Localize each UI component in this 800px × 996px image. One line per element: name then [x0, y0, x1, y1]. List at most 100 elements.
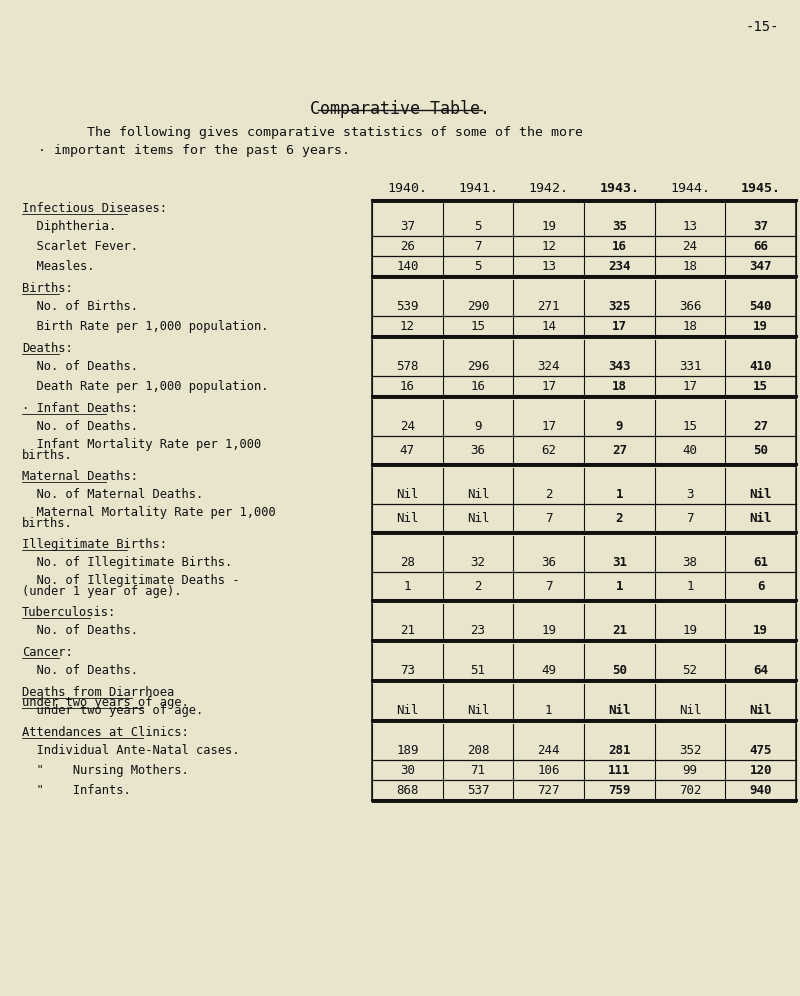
Text: 537: 537 — [466, 784, 490, 797]
Text: 120: 120 — [750, 764, 772, 777]
Text: 7: 7 — [686, 512, 694, 525]
Text: 940: 940 — [750, 784, 772, 797]
Text: Nil: Nil — [608, 703, 630, 716]
Text: 19: 19 — [541, 219, 556, 232]
Text: 6: 6 — [757, 580, 765, 593]
Text: · important items for the past 6 years.: · important items for the past 6 years. — [38, 144, 350, 157]
Text: "    Nursing Mothers.: " Nursing Mothers. — [22, 764, 189, 777]
Text: 36: 36 — [541, 556, 556, 569]
Text: · Infant Deaths:: · Infant Deaths: — [22, 402, 138, 415]
Text: 37: 37 — [753, 219, 768, 232]
Text: 324: 324 — [538, 360, 560, 373]
Text: 23: 23 — [470, 623, 486, 636]
Text: Nil: Nil — [466, 703, 490, 716]
Text: 5: 5 — [474, 260, 482, 273]
Text: 1: 1 — [615, 580, 623, 593]
Text: 1: 1 — [403, 580, 411, 593]
Text: 9: 9 — [615, 419, 623, 432]
Text: 2: 2 — [615, 512, 623, 525]
Text: Cancer:: Cancer: — [22, 646, 73, 659]
Text: 1943.: 1943. — [599, 182, 639, 195]
Text: Measles.: Measles. — [22, 260, 94, 273]
Text: 189: 189 — [396, 743, 418, 757]
Text: No. of Deaths.: No. of Deaths. — [22, 360, 138, 373]
Text: 17: 17 — [541, 419, 556, 432]
Text: "    Infants.: " Infants. — [22, 784, 130, 797]
Text: Nil: Nil — [396, 703, 418, 716]
Text: Nil: Nil — [678, 703, 702, 716]
Text: No. of Deaths.: No. of Deaths. — [22, 419, 138, 432]
Text: 24: 24 — [682, 239, 698, 253]
Text: Nil: Nil — [466, 487, 490, 501]
Text: 7: 7 — [474, 239, 482, 253]
Text: Diphtheria.: Diphtheria. — [22, 219, 116, 232]
Text: Nil: Nil — [396, 512, 418, 525]
Text: Tuberculosis:: Tuberculosis: — [22, 606, 116, 619]
Text: 271: 271 — [538, 300, 560, 313]
Text: 27: 27 — [753, 419, 768, 432]
Text: Attendances at Clinics:: Attendances at Clinics: — [22, 726, 189, 739]
Text: 47: 47 — [400, 443, 415, 456]
Text: Death Rate per 1,000 population.: Death Rate per 1,000 population. — [22, 379, 269, 392]
Text: 36: 36 — [470, 443, 486, 456]
Text: 28: 28 — [400, 556, 415, 569]
Text: 17: 17 — [541, 379, 556, 392]
Text: 73: 73 — [400, 663, 415, 676]
Text: Individual Ante-Natal cases.: Individual Ante-Natal cases. — [22, 743, 239, 757]
Text: 540: 540 — [750, 300, 772, 313]
Text: 7: 7 — [545, 580, 553, 593]
Text: Nil: Nil — [750, 512, 772, 525]
Text: 18: 18 — [682, 320, 698, 333]
Text: No. of Births.: No. of Births. — [22, 300, 138, 313]
Text: 13: 13 — [541, 260, 556, 273]
Text: 50: 50 — [753, 443, 768, 456]
Text: 1: 1 — [615, 487, 623, 501]
Text: Deaths:: Deaths: — [22, 342, 73, 355]
Text: under two years of age.: under two years of age. — [22, 703, 203, 716]
Text: 27: 27 — [612, 443, 627, 456]
Text: Deaths from Diarrhoea: Deaths from Diarrhoea — [22, 686, 174, 699]
Text: 30: 30 — [400, 764, 415, 777]
Text: 17: 17 — [612, 320, 627, 333]
Text: Maternal Deaths:: Maternal Deaths: — [22, 470, 138, 483]
Text: No. of Deaths.: No. of Deaths. — [22, 663, 138, 676]
Text: -15-: -15- — [746, 20, 778, 34]
Text: 475: 475 — [750, 743, 772, 757]
Text: 5: 5 — [474, 219, 482, 232]
Text: 16: 16 — [612, 239, 627, 253]
Text: 14: 14 — [541, 320, 556, 333]
Text: 12: 12 — [541, 239, 556, 253]
Text: 18: 18 — [612, 379, 627, 392]
Text: Illegitimate Births:: Illegitimate Births: — [22, 538, 167, 551]
Text: 15: 15 — [753, 379, 768, 392]
Text: 331: 331 — [678, 360, 702, 373]
Text: 727: 727 — [538, 784, 560, 797]
Text: (under 1 year of age).: (under 1 year of age). — [22, 585, 182, 598]
Text: 12: 12 — [400, 320, 415, 333]
Text: 19: 19 — [753, 320, 768, 333]
Text: 1942.: 1942. — [529, 182, 569, 195]
Text: 32: 32 — [470, 556, 486, 569]
Text: 26: 26 — [400, 239, 415, 253]
Text: Comparative Table.: Comparative Table. — [310, 100, 490, 118]
Text: births.: births. — [22, 517, 73, 530]
Text: 343: 343 — [608, 360, 630, 373]
Text: 66: 66 — [753, 239, 768, 253]
Text: 1: 1 — [545, 703, 553, 716]
Text: 1: 1 — [686, 580, 694, 593]
Text: Nil: Nil — [466, 512, 490, 525]
Text: Nil: Nil — [750, 703, 772, 716]
Text: 1945.: 1945. — [741, 182, 781, 195]
Text: 17: 17 — [682, 379, 698, 392]
Text: No. of Illegitimate Deaths -: No. of Illegitimate Deaths - — [22, 574, 239, 587]
Text: 281: 281 — [608, 743, 630, 757]
Text: under two years of age.: under two years of age. — [22, 696, 189, 709]
Text: Maternal Mortality Rate per 1,000: Maternal Mortality Rate per 1,000 — [22, 506, 276, 519]
Text: The following gives comparative statistics of some of the more: The following gives comparative statisti… — [55, 126, 583, 139]
Text: No. of Deaths.: No. of Deaths. — [22, 623, 138, 636]
Text: 13: 13 — [682, 219, 698, 232]
Text: 38: 38 — [682, 556, 698, 569]
Text: births.: births. — [22, 449, 73, 462]
Text: 2: 2 — [545, 487, 553, 501]
Text: 1941.: 1941. — [458, 182, 498, 195]
